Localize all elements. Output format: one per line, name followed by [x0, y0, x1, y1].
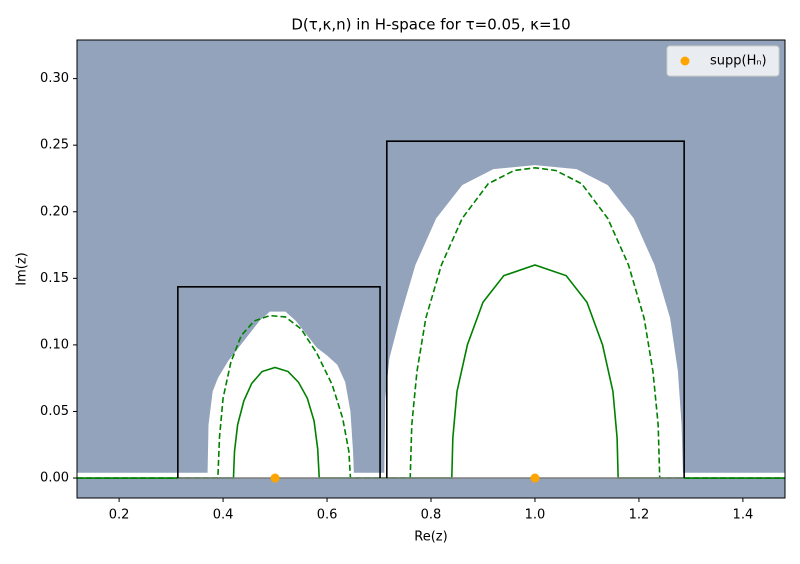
y-tick-label: 0.05	[40, 404, 69, 419]
x-tick-label: 1.0	[525, 508, 546, 523]
support-point	[530, 473, 540, 483]
x-tick-label: 0.8	[421, 508, 442, 523]
x-tick-label: 1.2	[629, 508, 650, 523]
y-tick-label: 0.15	[40, 271, 69, 286]
region-fill	[384, 165, 684, 479]
y-axis-label: Im(z)	[15, 252, 30, 285]
x-tick-label: 0.2	[109, 508, 130, 523]
x-axis-label: Re(z)	[414, 530, 447, 545]
legend-marker	[680, 56, 690, 66]
legend-label: supp(Hₙ)	[710, 54, 767, 69]
x-tick-label: 0.6	[317, 508, 338, 523]
legend-box	[666, 45, 780, 77]
curve	[177, 286, 381, 479]
y-tick-label: 0.30	[40, 71, 69, 86]
y-tick-label: 0.20	[40, 204, 69, 219]
y-tick-label: 0.00	[40, 471, 69, 486]
curve	[77, 167, 785, 479]
y-tick-label: 0.25	[40, 138, 69, 153]
region-fill	[207, 311, 355, 479]
plot-area	[77, 140, 785, 483]
curve	[386, 140, 685, 479]
y-tick-label: 0.10	[40, 337, 69, 352]
x-tick-label: 1.4	[733, 508, 754, 523]
chart-title: D(τ,κ,n) in H-space for τ=0.05, κ=10	[291, 16, 570, 34]
support-point	[270, 473, 280, 483]
x-tick-label: 0.4	[213, 508, 234, 523]
